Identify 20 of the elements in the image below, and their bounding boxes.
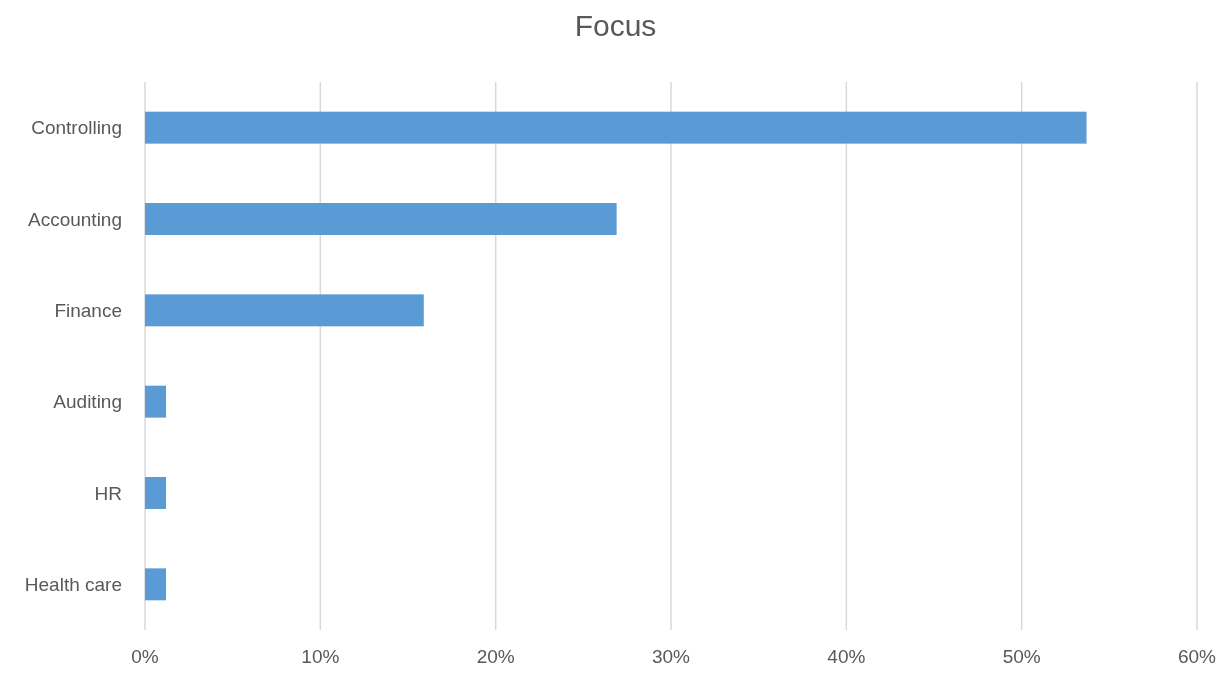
bar [145, 477, 167, 509]
x-tick-label: 40% [827, 646, 866, 667]
x-tick-label: 10% [301, 646, 340, 667]
x-tick-label: 50% [1002, 646, 1041, 667]
chart-title: Focus [574, 9, 657, 42]
y-tick-label: Controlling [31, 117, 122, 139]
x-tick-label: 30% [651, 646, 691, 667]
y-tick-label: Health care [24, 573, 122, 595]
bar [145, 568, 167, 601]
x-tick-label: 60% [1177, 646, 1217, 667]
bar [145, 111, 1087, 144]
x-tick-label: 0% [131, 646, 159, 667]
y-tick-label: Accounting [27, 208, 122, 230]
y-tick-label: Finance [54, 299, 122, 321]
y-tick-label: HR [94, 482, 122, 504]
x-tick-label: 20% [476, 646, 515, 667]
y-tick-label: Auditing [53, 391, 122, 413]
bar [145, 294, 424, 327]
bar [145, 385, 167, 418]
bar [145, 203, 617, 235]
